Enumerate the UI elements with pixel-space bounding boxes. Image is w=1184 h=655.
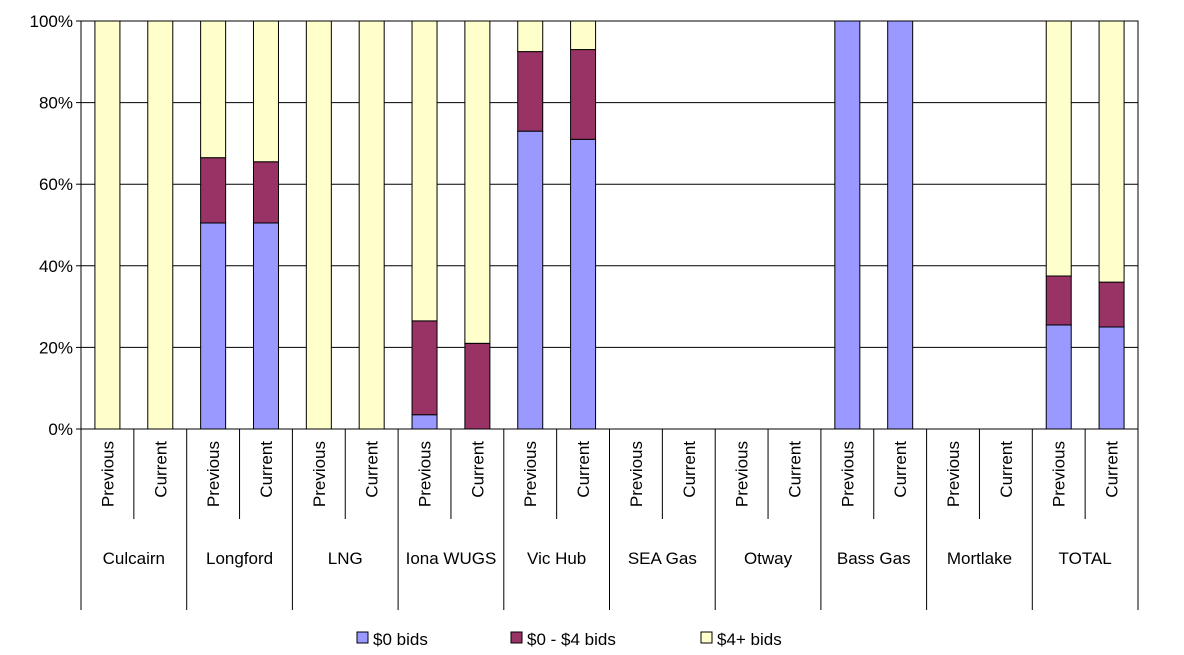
x-tick-label: Previous	[733, 441, 752, 507]
group-label-bass-gas: Bass Gas	[837, 549, 911, 568]
group-label-sea-gas: SEA Gas	[628, 549, 697, 568]
x-tick-label: Current	[151, 441, 170, 498]
bar-4-bids-lng-current	[358, 20, 385, 430]
bar-4-bids-iona-wugs-previous	[411, 20, 438, 322]
y-tick-label: 0%	[48, 420, 73, 439]
legend: $0 bids $0 - $4 bids $4+ bids	[356, 630, 782, 649]
bar-4-bids-longford-current	[252, 20, 279, 163]
group-label-total: TOTAL	[1059, 549, 1112, 568]
x-tick-label: Previous	[416, 441, 435, 507]
x-tick-label: Current	[997, 441, 1016, 498]
bar-4-bids-iona-wugs-current	[464, 20, 491, 344]
axes	[76, 20, 1139, 610]
bar-4-bids-total-previous	[1045, 20, 1072, 277]
x-tick-label: Previous	[310, 441, 329, 507]
bar-0-bids-total-previous	[1045, 324, 1072, 430]
group-label-longford: Longford	[206, 549, 273, 568]
group-label-iona-wugs: Iona WUGS	[406, 549, 497, 568]
x-tick-label: Current	[257, 441, 276, 498]
legend-label-4-bids: $4+ bids	[717, 630, 782, 649]
legend-label-0-4-bids: $0 - $4 bids	[527, 630, 616, 649]
bar-0-bids-longford-current	[252, 222, 279, 430]
bar-4-bids-vic-hub-previous	[517, 20, 544, 53]
y-tick-label: 20%	[39, 338, 73, 357]
x-tick-label: Previous	[627, 441, 646, 507]
x-tick-label: Previous	[98, 441, 117, 507]
bar-4-bids-total-current	[1098, 20, 1125, 283]
bar-0-4-bids-iona-wugs-previous	[411, 320, 438, 416]
x-tick-label: Previous	[521, 441, 540, 507]
x-tick-label: Current	[786, 441, 805, 498]
y-tick-label: 100%	[30, 12, 73, 31]
axis-labels: 0% 20% 40% 60% 80% 100% Previous Current Previou…	[30, 12, 1122, 568]
group-label-vic-hub: Vic Hub	[527, 549, 586, 568]
plot-frame	[80, 20, 1139, 430]
y-tick-label: 60%	[39, 175, 73, 194]
bar-4-bids-vic-hub-current	[570, 20, 597, 51]
legend-label-0-bids: $0 bids	[373, 630, 428, 649]
bar-0-bids-longford-previous	[200, 222, 227, 430]
bar-0-4-bids-total-current	[1098, 281, 1125, 328]
bar-0-4-bids-vic-hub-previous	[517, 51, 544, 132]
x-tick-label: Current	[680, 441, 699, 498]
grid-lines	[81, 20, 1138, 348]
group-label-culcairn: Culcairn	[103, 549, 165, 568]
bar-0-bids-bass-gas-previous	[834, 20, 861, 430]
bar-0-4-bids-longford-current	[252, 161, 279, 224]
bar-0-4-bids-total-previous	[1045, 275, 1072, 326]
bar-0-bids-bass-gas-current	[887, 20, 914, 430]
group-label-lng: LNG	[328, 549, 363, 568]
x-tick-label: Previous	[944, 441, 963, 507]
group-label-mortlake: Mortlake	[947, 549, 1012, 568]
group-label-otway: Otway	[744, 549, 793, 568]
legend-swatch-0-4-bids	[510, 631, 523, 644]
x-tick-label: Current	[363, 441, 382, 498]
y-tick-label: 80%	[39, 94, 73, 113]
x-tick-label: Current	[468, 441, 487, 498]
bar-4-bids-culcairn-current	[147, 20, 174, 430]
bar-0-4-bids-iona-wugs-current	[464, 342, 491, 430]
x-tick-label: Previous	[838, 441, 857, 507]
bar-0-4-bids-vic-hub-current	[570, 49, 597, 140]
bar-4-bids-lng-previous	[305, 20, 332, 430]
bar-0-bids-vic-hub-previous	[517, 130, 544, 430]
bar-0-bids-total-current	[1098, 326, 1125, 430]
legend-swatch-4-bids	[700, 631, 713, 644]
x-tick-label: Current	[891, 441, 910, 498]
bar-4-bids-culcairn-previous	[94, 20, 121, 430]
legend-swatch-0-bids	[356, 631, 369, 644]
x-tick-label: Current	[1103, 441, 1122, 498]
bar-0-bids-iona-wugs-previous	[411, 414, 438, 430]
y-tick-label: 40%	[39, 257, 73, 276]
bar-area	[94, 20, 1125, 430]
bar-0-4-bids-longford-previous	[200, 157, 227, 224]
x-tick-label: Previous	[204, 441, 223, 507]
bar-4-bids-longford-previous	[200, 20, 227, 159]
x-tick-label: Previous	[1050, 441, 1069, 507]
x-tick-label: Current	[574, 441, 593, 498]
bar-0-bids-vic-hub-current	[570, 138, 597, 430]
